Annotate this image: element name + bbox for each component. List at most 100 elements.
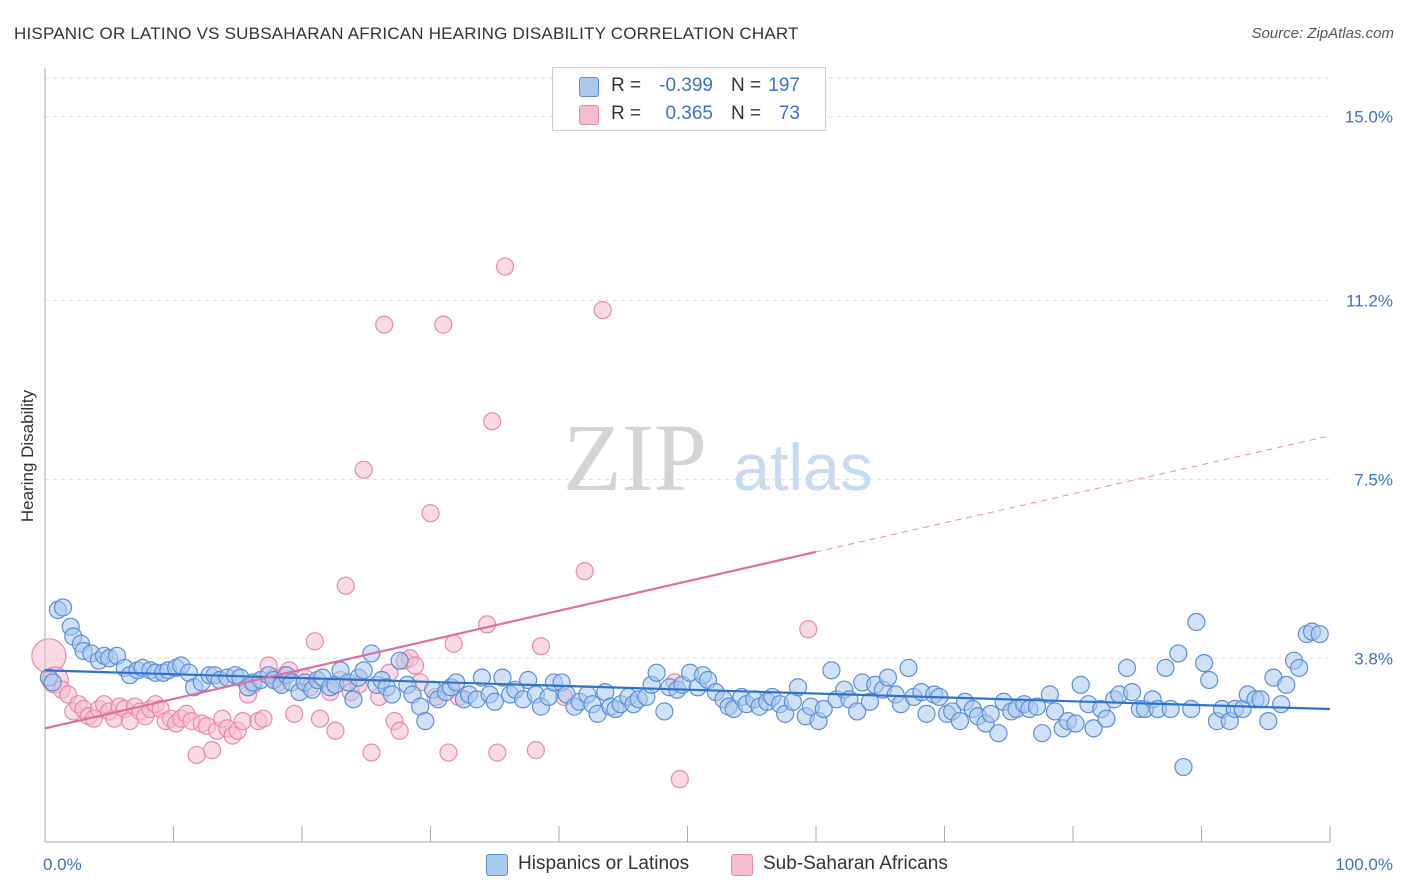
data-point-subsaharan	[439, 743, 458, 762]
trend-line-hispanics	[44, 669, 1331, 711]
data-point-hispanic	[472, 668, 491, 687]
data-point-subsaharan	[233, 712, 252, 731]
data-point-subsaharan	[531, 637, 551, 656]
data-point-hispanic	[1033, 724, 1052, 743]
legend-swatch-blue	[486, 854, 508, 876]
x-tick-label: 100.0%	[1335, 855, 1393, 874]
data-point-subsaharan	[375, 315, 394, 334]
data-point-subsaharan	[187, 745, 206, 765]
data-point-hispanic	[848, 702, 867, 721]
data-point-hispanic	[1117, 658, 1137, 678]
correlation-legend: R = -0.399 N = 197 R = 0.365 N = 73	[552, 67, 826, 131]
data-point-hispanic	[1182, 699, 1201, 719]
legend-swatch-blue	[579, 77, 599, 97]
data-point-hispanic	[43, 673, 62, 692]
data-point-hispanic	[1251, 690, 1270, 709]
data-point-hispanic	[1277, 675, 1296, 694]
data-point-subsaharan	[483, 412, 502, 431]
legend-swatch-pink	[579, 105, 599, 125]
trend-lines	[44, 435, 1331, 730]
data-point-hispanic	[1290, 658, 1309, 678]
data-point-subsaharan	[390, 721, 409, 740]
data-point-subsaharan	[362, 743, 381, 762]
data-point-hispanic	[1272, 695, 1291, 714]
data-point-hispanic	[989, 724, 1008, 743]
data-point-hispanic	[1071, 675, 1090, 694]
data-point-hispanic	[647, 663, 666, 682]
series-hispanics-or-latinos	[39, 598, 1329, 777]
data-point-subsaharan	[434, 315, 453, 334]
watermark: ZIP atlas	[563, 404, 873, 511]
legend-row-subsaharan: R = 0.365 N = 73	[553, 101, 825, 127]
legend-r-value: -0.399	[659, 75, 713, 96]
legend-n-value: 73	[778, 103, 800, 124]
data-point-subsaharan	[285, 704, 304, 723]
data-point-subsaharan	[593, 301, 612, 320]
data-point-hispanic	[1156, 658, 1175, 678]
y-axis-label: Hearing Disability	[18, 389, 37, 522]
data-point-hispanic	[1259, 712, 1278, 731]
y-tick-labels: 3.8% 7.5% 11.2% 15.0%	[1345, 108, 1393, 669]
data-point-hispanic	[1169, 644, 1188, 663]
trend-line-subsaharan-extension	[815, 435, 1331, 553]
data-point-hispanic	[416, 712, 435, 731]
data-point-subsaharan	[575, 562, 594, 581]
data-point-hispanic	[1310, 624, 1329, 644]
data-point-subsaharan	[495, 257, 515, 276]
data-point-hispanic	[1187, 612, 1206, 632]
data-point-subsaharan	[202, 741, 222, 760]
watermark-atlas: atlas	[733, 430, 872, 504]
data-point-hispanic	[655, 702, 674, 721]
legend-n-label: N =	[731, 103, 762, 124]
legend-label-subsaharan: Sub-Saharan Africans	[763, 853, 948, 874]
data-point-subsaharan	[310, 709, 330, 728]
data-point-hispanic	[1200, 670, 1219, 690]
data-point-hispanic	[1084, 719, 1103, 738]
legend-r-label: R =	[611, 75, 642, 96]
data-point-subsaharan	[421, 504, 440, 523]
data-point-subsaharan	[488, 743, 507, 762]
data-point-hispanic	[53, 598, 73, 617]
data-point-hispanic	[788, 678, 808, 697]
x-tick-labels: 0.0% 100.0%	[43, 855, 1393, 874]
grid-lines	[45, 77, 1330, 659]
trend-line-subsaharan	[44, 550, 817, 730]
data-point-hispanic	[981, 704, 1000, 723]
data-point-hispanic	[917, 704, 936, 723]
data-point-hispanic	[344, 690, 363, 709]
data-point-hispanic	[1123, 683, 1142, 702]
legend-n-label: N =	[731, 75, 762, 96]
axes	[44, 68, 1331, 843]
data-point-hispanic	[950, 712, 970, 731]
legend-row-hispanics: R = -0.399 N = 197	[553, 73, 825, 99]
watermark-zip: ZIP	[563, 404, 707, 511]
data-point-hispanic	[485, 692, 504, 711]
data-point-subsaharan	[526, 741, 545, 760]
data-point-subsaharan	[477, 615, 497, 634]
data-point-hispanic	[382, 685, 402, 704]
legend-label-hispanics: Hispanics or Latinos	[518, 853, 690, 874]
legend-swatch-pink	[731, 854, 753, 876]
data-point-subsaharan	[254, 709, 273, 728]
data-point-subsaharan	[799, 620, 818, 639]
data-point-hispanic	[860, 692, 880, 711]
source-credit: Source: ZipAtlas.com	[1251, 25, 1394, 42]
data-point-hispanic	[822, 661, 841, 680]
y-tick-label: 15.0%	[1345, 108, 1393, 127]
y-tick-label: 11.2%	[1346, 291, 1393, 310]
data-point-hispanic	[899, 658, 918, 678]
data-point-hispanic	[390, 651, 409, 670]
data-point-hispanic	[493, 668, 512, 687]
legend-r-label: R =	[611, 103, 642, 124]
x-tick-label: 0.0%	[43, 855, 82, 874]
data-point-subsaharan	[405, 656, 425, 675]
data-point-hispanic	[1194, 653, 1214, 673]
data-point-hispanic	[1174, 757, 1193, 777]
data-point-hispanic	[878, 668, 898, 687]
y-tick-label: 7.5%	[1354, 470, 1393, 489]
data-point-subsaharan	[326, 721, 345, 740]
data-point-hispanic	[814, 699, 833, 719]
data-point-hispanic	[354, 661, 373, 680]
y-tick-label: 3.8%	[1354, 649, 1393, 668]
data-point-subsaharan	[354, 460, 373, 479]
